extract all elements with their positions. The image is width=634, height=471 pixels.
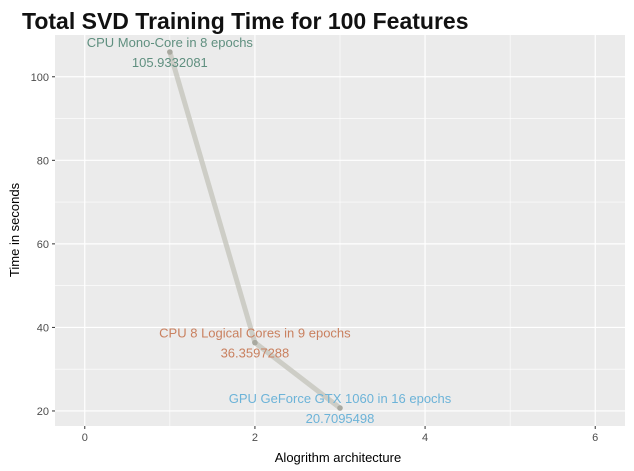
y-tick-label: 60 <box>37 239 49 251</box>
annotations: CPU Mono-Core in 8 epochs 105.9332081 CPU … <box>87 35 452 426</box>
x-tick-label: 6 <box>592 432 598 444</box>
y-tick-label: 20 <box>37 406 49 418</box>
y-tick-label: 100 <box>31 72 49 84</box>
point-label: CPU Mono-Core in 8 epochs <box>87 35 254 50</box>
x-tick-label: 4 <box>422 432 428 444</box>
point-label: GPU GeForce GTX 1060 in 16 epochs <box>229 391 452 406</box>
series-line <box>167 49 343 411</box>
y-axis-title: Time in seconds <box>7 182 22 277</box>
y-axis: 20 40 60 80 100 <box>31 72 55 418</box>
x-axis-title: Alogrithm architecture <box>275 450 401 465</box>
data-point <box>167 49 173 55</box>
point-value-label: 20.7095498 <box>306 411 375 426</box>
point-value-label: 105.9332081 <box>132 55 208 70</box>
data-point <box>337 405 343 411</box>
chart-title: Total SVD Training Time for 100 Features <box>22 8 469 34</box>
x-tick-label: 0 <box>82 432 88 444</box>
grid <box>55 35 625 426</box>
point-label: CPU 8 Logical Cores in 9 epochs <box>159 326 351 341</box>
data-point <box>252 339 258 346</box>
x-tick-label: 2 <box>252 432 258 444</box>
point-value-label: 36.3597288 <box>221 346 290 361</box>
y-tick-label: 40 <box>37 322 49 334</box>
x-axis: 0 2 4 6 <box>82 426 598 444</box>
y-tick-label: 80 <box>37 155 49 167</box>
